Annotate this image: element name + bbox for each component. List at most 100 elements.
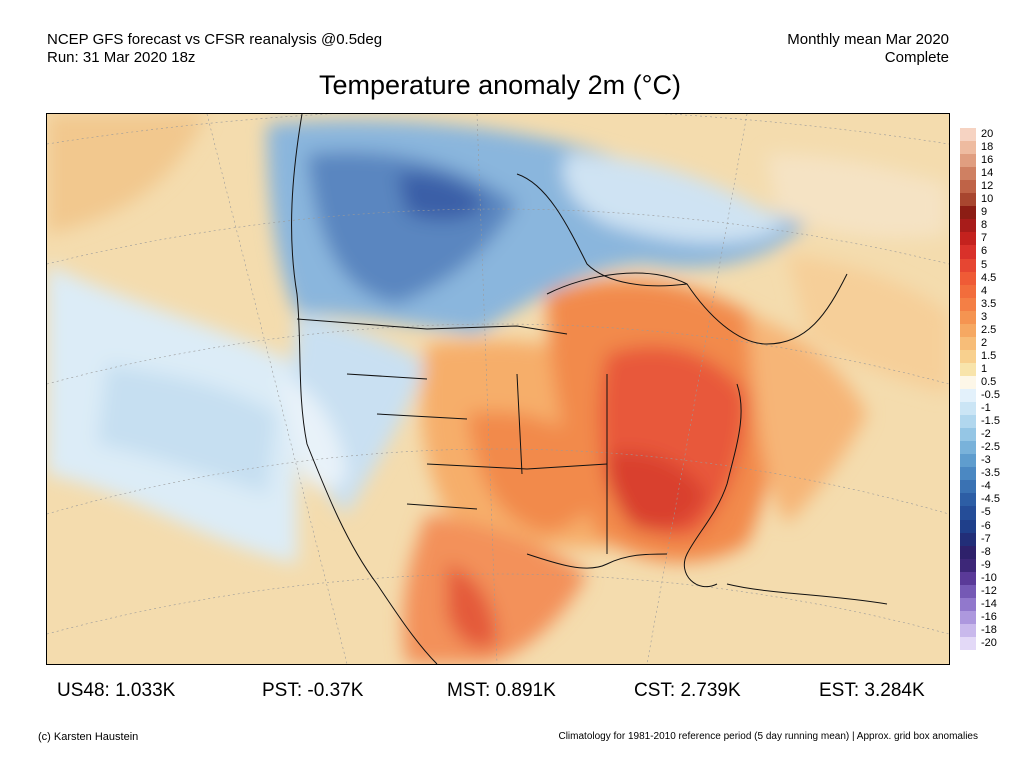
period-label: Monthly mean Mar 2020: [787, 31, 949, 48]
stats-row: US48: 1.033K PST: -0.37K MST: 0.891K CST…: [0, 680, 1024, 704]
colorbar-tick-label: -4: [981, 480, 991, 493]
colorbar-tick-label: -8: [981, 545, 991, 558]
colorbar-tick-label: 8: [981, 219, 988, 232]
colorbar-swatch: [960, 284, 976, 299]
colorbar-tick-label: 4: [981, 284, 988, 297]
colorbar-tick-label: -1: [981, 402, 991, 415]
colorbar-swatch: [960, 623, 976, 638]
run-time: Run: 31 Mar 2020 18z: [47, 49, 196, 66]
colorbar-tick-label: -12: [981, 584, 997, 597]
colorbar-swatch: [960, 454, 976, 468]
colorbar-swatch: [960, 636, 976, 651]
colorbar-swatch: [960, 128, 976, 142]
colorbar-swatch: [960, 467, 976, 481]
colorbar: [960, 128, 976, 651]
colorbar-swatch: [960, 389, 976, 403]
colorbar-swatch: [960, 232, 976, 246]
colorbar-tick-label: 3.5: [981, 297, 997, 310]
map-title: Temperature anomaly 2m (°C): [319, 70, 681, 100]
stat-est: EST: 3.284K: [819, 680, 925, 701]
colorbar-swatch: [960, 402, 976, 416]
colorbar-swatch: [960, 336, 976, 351]
colorbar-swatch: [960, 375, 976, 390]
colorbar-tick-label: 2.5: [981, 323, 997, 336]
colorbar-swatch: [960, 167, 976, 181]
colorbar-tick-label: -14: [981, 597, 997, 610]
colorbar-tick-label: -3: [981, 454, 991, 467]
anomaly-map-graphic: [47, 114, 949, 664]
colorbar-swatch: [960, 245, 976, 259]
colorbar-swatch: [960, 193, 976, 207]
colorbar-tick-label: -16: [981, 610, 997, 623]
colorbar-tick-label: 1: [981, 362, 988, 375]
stat-mst: MST: 0.891K: [447, 680, 556, 701]
stat-cst: CST: 2.739K: [634, 680, 741, 701]
colorbar-swatch: [960, 493, 976, 507]
colorbar-tick-label: -20: [981, 636, 997, 649]
colorbar-tick-label: -7: [981, 532, 991, 545]
colorbar-tick-label: -5: [981, 506, 991, 519]
colorbar-tick-label: -0.5: [981, 389, 1000, 402]
colorbar-tick-label: -2.5: [981, 441, 1000, 454]
colorbar-swatch: [960, 506, 976, 520]
colorbar-swatch: [960, 206, 976, 220]
stat-us48: US48: 1.033K: [57, 680, 176, 701]
colorbar-swatch: [960, 154, 976, 168]
colorbar-tick-label: 7: [981, 232, 988, 245]
colorbar-swatch: [960, 545, 976, 560]
colorbar-swatch: [960, 597, 976, 612]
colorbar-tick-label: 5: [981, 258, 988, 271]
header-right: Monthly mean Mar 2020 Complete: [787, 31, 949, 67]
colorbar-swatch: [960, 362, 976, 377]
colorbar-swatch: [960, 571, 976, 586]
stat-pst: PST: -0.37K: [262, 680, 364, 701]
colorbar-swatch: [960, 258, 976, 273]
colorbar-tick-label: 0.5: [981, 375, 997, 388]
colorbar-swatch: [960, 297, 976, 312]
colorbar-tick-label: -18: [981, 623, 997, 636]
status-label: Complete: [884, 49, 949, 66]
colorbar-swatch: [960, 428, 976, 442]
colorbar-tick-label: 4.5: [981, 271, 997, 284]
colorbar-swatch: [960, 480, 976, 494]
colorbar-tick-label: 12: [981, 180, 994, 193]
colorbar-swatch: [960, 180, 976, 194]
colorbar-swatch: [960, 219, 976, 233]
header-left: NCEP GFS forecast vs CFSR reanalysis @0.…: [47, 31, 382, 67]
coastlines: [291, 114, 888, 664]
copyright: (c) Karsten Haustein: [38, 731, 139, 743]
colorbar-swatch: [960, 323, 976, 338]
colorbar-tick-label: -3.5: [981, 467, 1000, 480]
colorbar-tick-label: -4.5: [981, 493, 1000, 506]
colorbar-swatch: [960, 532, 976, 547]
colorbar-tick-label: 16: [981, 154, 994, 167]
graticule: [47, 114, 949, 664]
colorbar-tick-label: -10: [981, 571, 997, 584]
colorbar-tick-label: 9: [981, 206, 988, 219]
colorbar-tick-label: 2: [981, 336, 988, 349]
colorbar-swatch: [960, 584, 976, 599]
colorbar-tick-label: -2: [981, 428, 991, 441]
colorbar-swatch: [960, 349, 976, 364]
colorbar-tick-label: 14: [981, 167, 994, 180]
colorbar-swatch: [960, 558, 976, 573]
colorbar-swatch: [960, 610, 976, 625]
colorbar-tick-label: 20: [981, 128, 994, 141]
model-description: NCEP GFS forecast vs CFSR reanalysis @0.…: [47, 31, 383, 48]
colorbar-swatch: [960, 271, 976, 286]
climatology-note: Climatology for 1981-2010 reference peri…: [558, 731, 978, 742]
colorbar-tick-label: 3: [981, 310, 988, 323]
colorbar-tick-label: 6: [981, 245, 988, 258]
colorbar-swatch: [960, 415, 976, 429]
colorbar-tick-label: -6: [981, 519, 991, 532]
colorbar-swatch: [960, 441, 976, 455]
anomaly-map: [46, 113, 950, 665]
colorbar-tick-label: 18: [981, 141, 994, 154]
colorbar-tick-label: 10: [981, 193, 994, 206]
colorbar-swatch: [960, 310, 976, 325]
colorbar-tick-label: -1.5: [981, 415, 1000, 428]
colorbar-tick-label: -9: [981, 558, 991, 571]
colorbar-swatch: [960, 141, 976, 155]
colorbar-swatch: [960, 519, 976, 534]
colorbar-tick-label: 1.5: [981, 349, 997, 362]
